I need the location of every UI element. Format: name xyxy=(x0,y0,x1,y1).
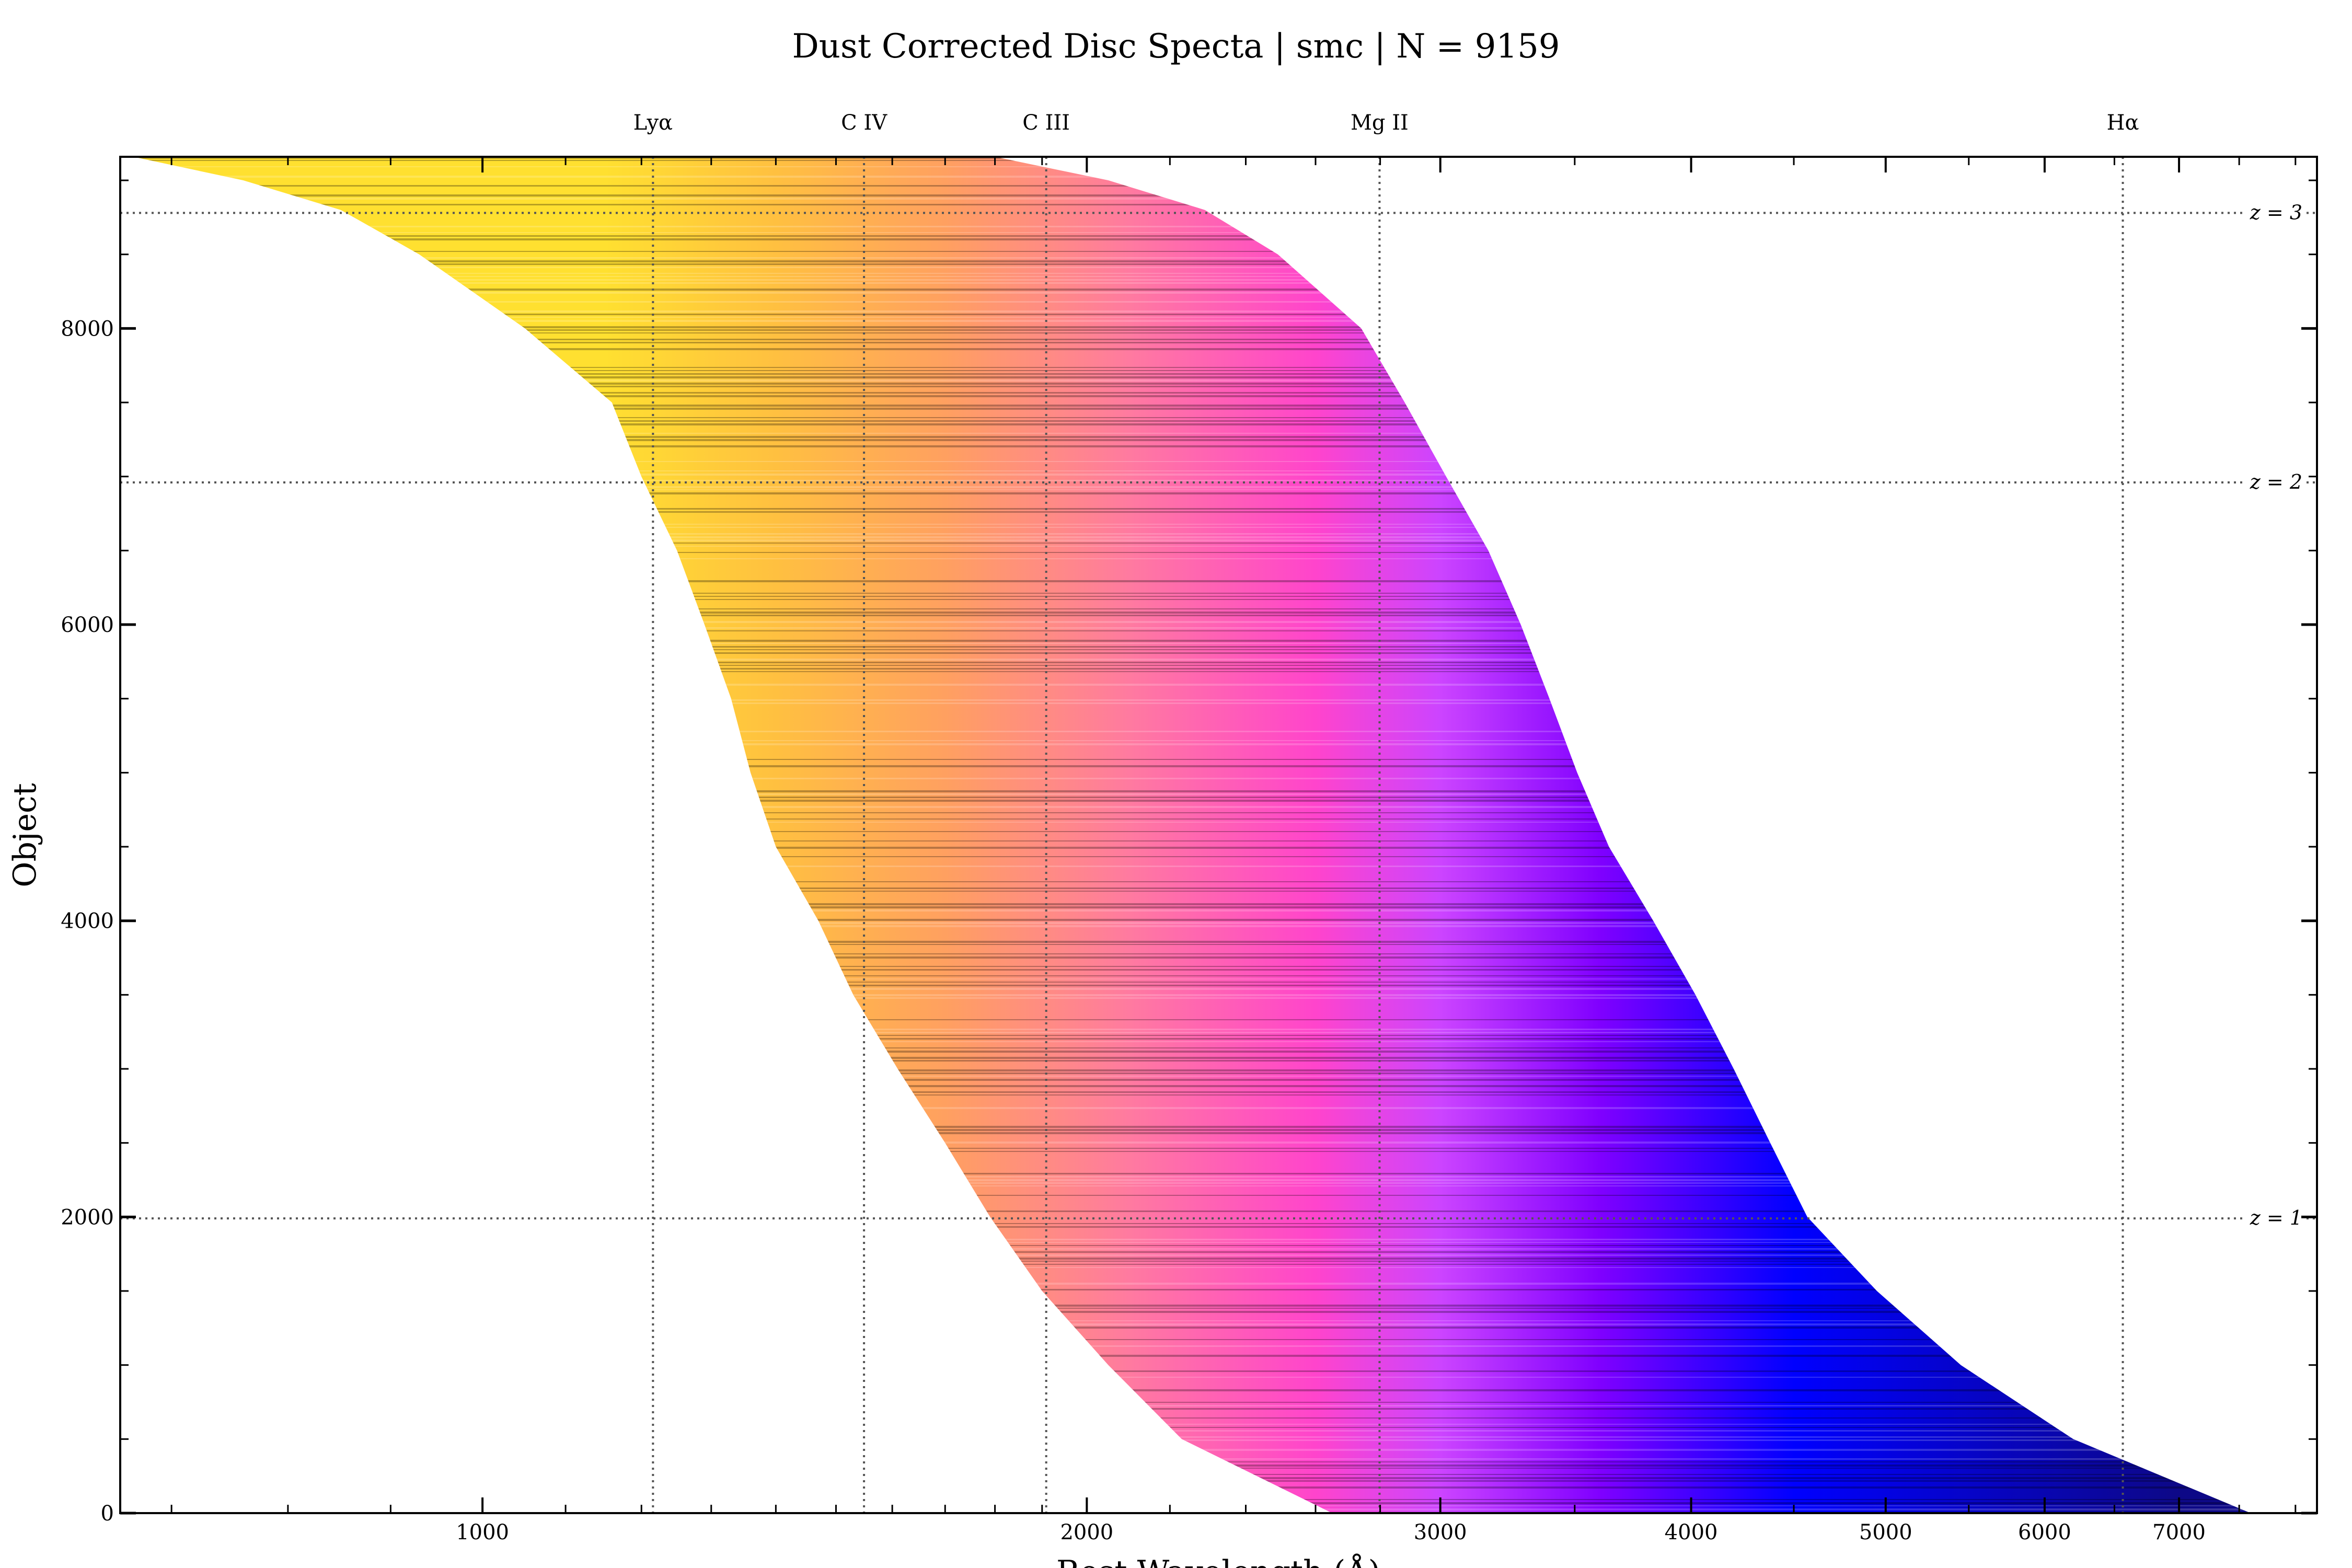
x-tick-label: 6000 xyxy=(2018,1520,2071,1544)
spectra-stripes xyxy=(133,157,2251,1511)
emission-line-label: C IV xyxy=(841,111,887,135)
emission-line-label: Hα xyxy=(2107,111,2139,135)
plot-frame xyxy=(119,156,2318,1514)
x-tick-label: 5000 xyxy=(1859,1520,1912,1544)
x-tick-label: 2000 xyxy=(1060,1520,1113,1544)
y-tick-label: 8000 xyxy=(61,317,114,341)
x-axis-label: Rest Wavelength (Å) xyxy=(1056,1553,1380,1568)
chart-title: Dust Corrected Disc Specta | smc | N = 9… xyxy=(792,27,1560,66)
redshift-label: z = 2 xyxy=(2250,470,2302,493)
y-tick-label: 6000 xyxy=(61,613,114,637)
emission-line-label: Mg II xyxy=(1351,111,1409,135)
redshift-label: z = 3 xyxy=(2250,201,2302,224)
y-axis-label: Object xyxy=(7,783,43,887)
spectra-band xyxy=(133,157,2251,1513)
y-tick-label: 4000 xyxy=(61,909,114,933)
x-tick-label: 4000 xyxy=(1665,1520,1718,1544)
x-tick-label: 3000 xyxy=(1414,1520,1467,1544)
y-tick-label: 2000 xyxy=(61,1205,114,1229)
emission-line-label: C III xyxy=(1022,111,1070,135)
emission-line-label: Lyα xyxy=(633,111,673,135)
redshift-label: z = 1 xyxy=(2250,1206,2302,1229)
x-tick-label: 1000 xyxy=(456,1520,509,1544)
y-tick-label: 0 xyxy=(101,1502,114,1526)
x-tick-label: 7000 xyxy=(2152,1520,2206,1544)
